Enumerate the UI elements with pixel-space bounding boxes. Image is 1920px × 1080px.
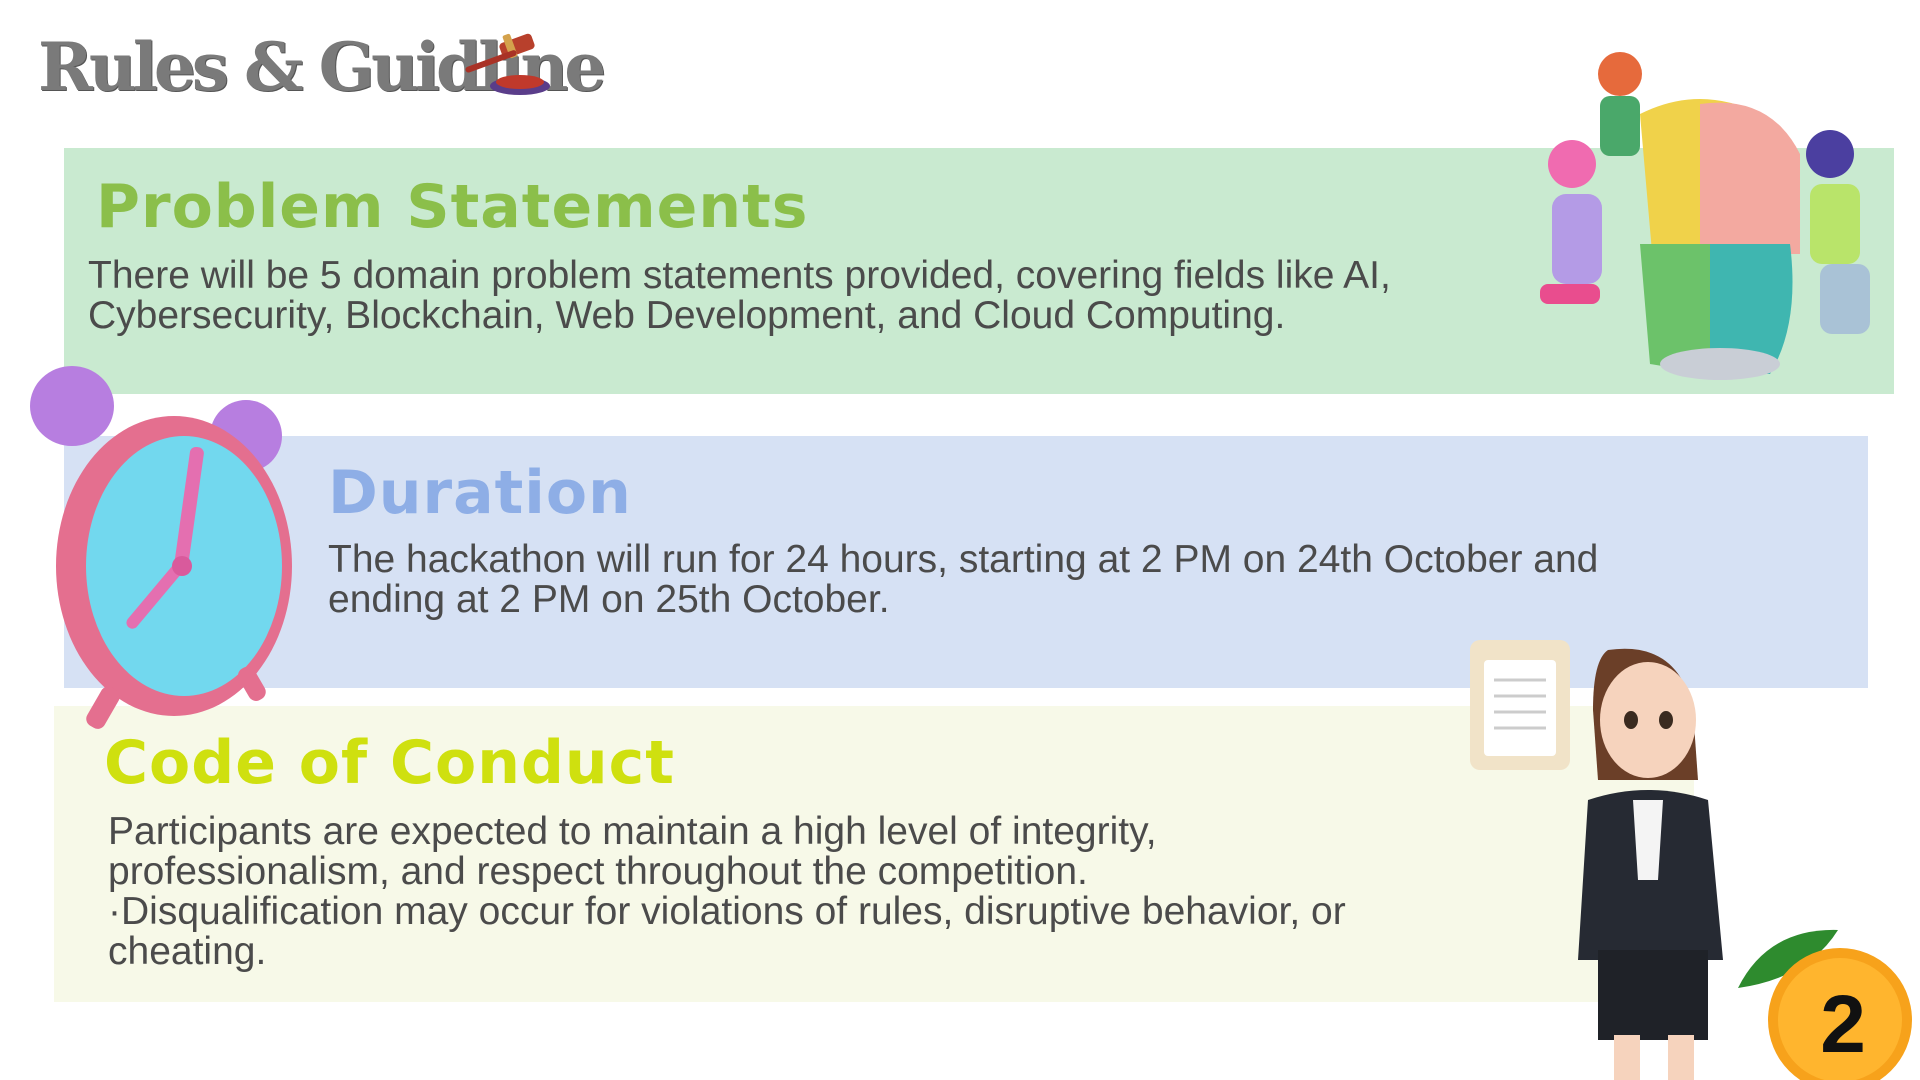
- code-of-conduct-panel: [54, 706, 1694, 1002]
- code-of-conduct-line-2: ·Disqualification may occur for violatio…: [108, 890, 1346, 973]
- woman-with-clipboard-illustration: [1470, 640, 1723, 1080]
- duration-heading: Duration: [328, 458, 632, 528]
- code-of-conduct-line-1: Participants are expected to maintain a …: [108, 810, 1157, 893]
- problem-statements-heading: Problem Statements: [96, 172, 809, 242]
- duration-text: The hackathon will run for 24 hours, sta…: [328, 538, 1599, 621]
- problem-statements-text: There will be 5 domain problem statement…: [88, 254, 1391, 337]
- page-number: 2: [1820, 979, 1866, 1070]
- alarm-clock-illustration: [30, 366, 292, 729]
- gavel-icon: [465, 33, 550, 95]
- puzzle-team-illustration: [1540, 52, 1870, 380]
- code-of-conduct-heading: Code of Conduct: [104, 728, 675, 798]
- orange-badge-icon: [1738, 929, 1912, 1080]
- code-of-conduct-text: Participants are expected to maintain a …: [108, 812, 1408, 972]
